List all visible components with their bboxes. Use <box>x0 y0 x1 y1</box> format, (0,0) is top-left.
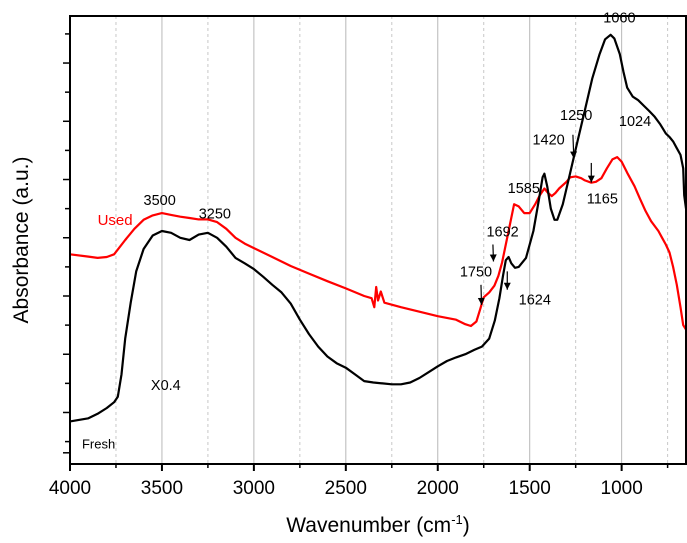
peak-label-1750: 1750 <box>460 265 492 281</box>
series-label-fresh: Fresh <box>82 436 115 451</box>
x-tick-label: 4000 <box>49 478 91 499</box>
arrow-1250 <box>570 134 578 159</box>
series-label-used: Used <box>98 212 133 229</box>
arrow-1165 <box>587 162 595 183</box>
peak-label-1024: 1024 <box>619 114 651 130</box>
peak-label-x04: X0.4 <box>151 378 181 394</box>
arrow-1750 <box>477 284 485 305</box>
y-axis-title: Absorbance (a.u.) <box>10 157 33 324</box>
x-tick-label: 1000 <box>601 478 643 499</box>
arrow-1692 <box>489 244 497 262</box>
x-axis-title: Wavenumber (cm-1) <box>286 512 470 537</box>
peak-label-1692: 1692 <box>486 224 518 240</box>
x-tick-label: 2500 <box>325 478 367 499</box>
x-tick-label: 3000 <box>233 478 275 499</box>
peak-label-1420: 1420 <box>532 133 564 149</box>
peak-label-1624: 1624 <box>519 293 551 309</box>
x-tick-label: 2000 <box>417 478 459 499</box>
peak-label-1250: 1250 <box>560 108 592 124</box>
arrow-1624 <box>503 271 511 290</box>
peak-label-1165: 1165 <box>587 191 618 207</box>
peak-label-3250: 3250 <box>199 206 231 222</box>
x-tick-label: 1500 <box>509 478 551 499</box>
peak-label-1585: 1585 <box>508 181 540 197</box>
annotations: Used Fresh 3500 3250 1750 1692 1624 1585 1420 125… <box>82 11 651 452</box>
series-lines <box>69 33 687 423</box>
series-line-used <box>69 156 687 331</box>
series-line-fresh <box>69 33 687 423</box>
ticks: 4000 3500 3000 2500 2000 1500 1000 <box>49 33 669 499</box>
peak-label-3500: 3500 <box>144 193 176 209</box>
axes <box>69 15 687 465</box>
plot-frame <box>69 15 687 465</box>
x-tick-label: 3500 <box>141 478 183 499</box>
grid-lines <box>69 16 669 464</box>
peak-label-1060: 1060 <box>603 11 635 27</box>
